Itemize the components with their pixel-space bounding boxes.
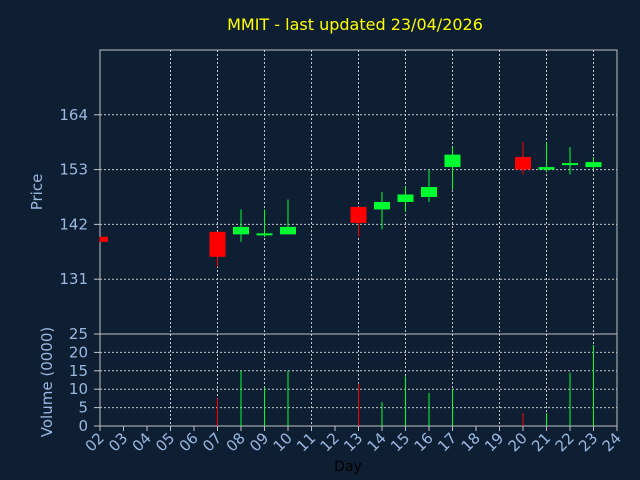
volume-tick-label: 5: [78, 399, 88, 417]
candle-body: [256, 233, 273, 236]
x-tick-label: 20: [505, 429, 531, 455]
volume-axis-label: Volume (0000): [38, 327, 56, 437]
x-tick-label: 14: [364, 429, 390, 455]
price-y-ticks: 131 142 153 164: [59, 106, 100, 288]
candle-body: [100, 236, 108, 242]
price-panel: 131 142 153 164 Price: [28, 49, 618, 335]
x-tick-label: 09: [246, 429, 272, 455]
candle-body: [350, 206, 367, 223]
volume-bars: [217, 345, 594, 426]
candle-body: [209, 231, 226, 257]
x-tick-label: 05: [152, 429, 178, 455]
x-tick-label: 23: [575, 429, 601, 455]
x-tick-label: 22: [552, 429, 578, 455]
x-axis-label: Day: [334, 459, 362, 475]
x-tick-label: 13: [340, 429, 366, 455]
candle-body: [280, 226, 296, 235]
x-tick-label: 15: [387, 429, 413, 455]
x-tick-label: 19: [481, 429, 507, 455]
volume-tick-label: 25: [69, 325, 88, 343]
x-tick-label: 21: [528, 429, 554, 455]
x-tick-label: 16: [411, 429, 437, 455]
x-axis-ticks: 0203040506070809101112131415161718192021…: [82, 426, 625, 455]
price-tick-label: 142: [59, 215, 88, 233]
price-grid: [100, 50, 617, 334]
price-tick-label: 131: [59, 270, 88, 288]
volume-tick-label: 15: [69, 362, 88, 380]
candle-body: [585, 162, 602, 168]
x-tick-label: 12: [317, 429, 343, 455]
x-tick-label: 18: [458, 429, 484, 455]
x-tick-label: 07: [199, 429, 225, 455]
x-tick-label: 06: [176, 429, 202, 455]
candle-body: [374, 201, 390, 210]
chart-title: MMIT - last updated 23/04/2026: [227, 15, 483, 34]
x-tick-label: 03: [105, 429, 131, 455]
x-tick-label: 04: [129, 429, 155, 455]
candle-body: [444, 154, 461, 168]
price-tick-label: 164: [59, 106, 88, 124]
x-tick-label: 17: [434, 429, 460, 455]
volume-tick-label: 0: [78, 417, 88, 435]
x-tick-label: 10: [270, 429, 296, 455]
candles: [99, 142, 602, 267]
price-axis-label: Price: [28, 174, 46, 211]
x-tick-label: 08: [223, 429, 249, 455]
candle-body: [562, 163, 578, 166]
x-tick-label: 11: [293, 429, 319, 455]
x-tick-label: 24: [599, 429, 625, 455]
candle-body: [421, 187, 437, 197]
volume-tick-label: 10: [69, 380, 88, 398]
price-tick-label: 153: [59, 161, 88, 179]
candle-body: [233, 226, 249, 235]
candle-body: [515, 157, 531, 170]
volume-tick-label: 20: [69, 343, 88, 361]
candle-body: [538, 167, 555, 170]
candle-body: [397, 194, 414, 202]
